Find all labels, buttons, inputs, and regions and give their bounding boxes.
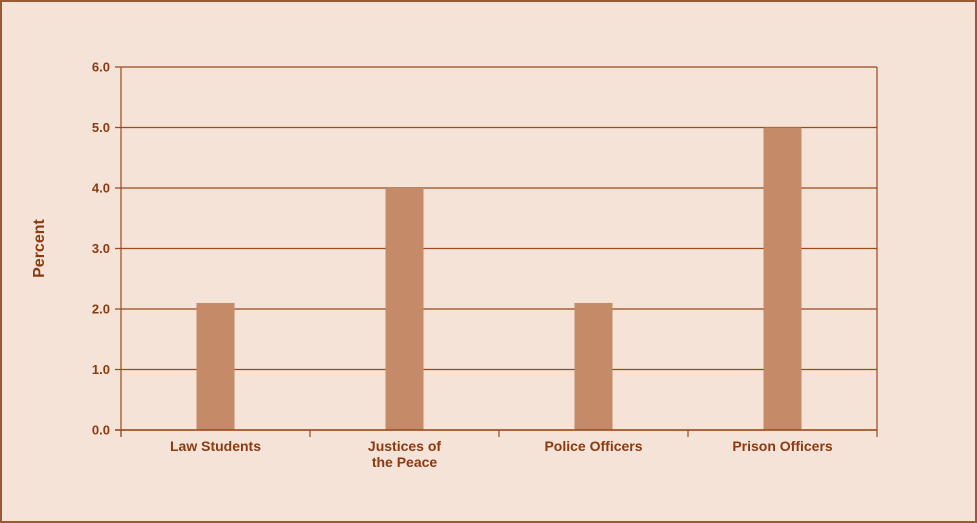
axes	[115, 67, 878, 437]
tick-labels: 0.0 1.0 2.0 3.0 4.0 5.0 6.0 Law Students Justice…	[92, 60, 833, 471]
bars	[196, 127, 802, 430]
bar-4	[763, 127, 802, 430]
y-tick-label: 3.0	[92, 241, 110, 256]
y-tick-label: 2.0	[92, 302, 110, 317]
x-category-label: Prison Officers	[732, 438, 833, 454]
y-tick-label: 0.0	[92, 423, 110, 438]
y-tick-label: 6.0	[92, 60, 110, 75]
y-tick-label: 1.0	[92, 362, 110, 377]
x-category-label: Law Students	[170, 438, 261, 454]
bar-1	[196, 302, 235, 430]
y-tick-label: 5.0	[92, 120, 110, 135]
x-category-label: Police Officers	[544, 438, 642, 454]
y-tick-label: 4.0	[92, 181, 110, 196]
bar-2	[385, 188, 424, 430]
y-axis-title: Percent	[31, 218, 48, 277]
bar-3	[574, 302, 613, 430]
x-category-label: Justices of the Peace	[368, 438, 441, 470]
